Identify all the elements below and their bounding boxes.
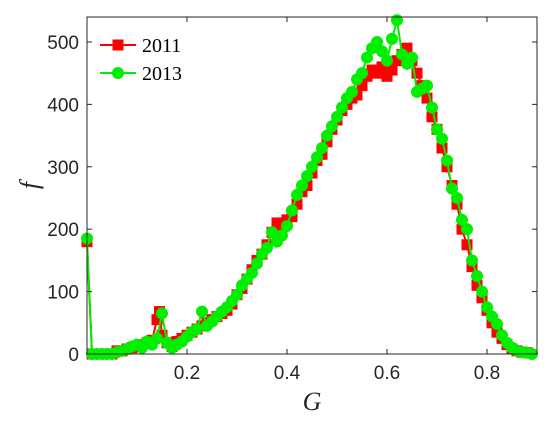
axes-frame	[86, 16, 538, 355]
data-point-2013	[281, 220, 293, 233]
data-point-2013	[156, 307, 168, 320]
x-tick-label: 0.4	[274, 363, 301, 384]
legend-label: 2011	[142, 35, 181, 57]
x-tick-label: 0.6	[374, 363, 400, 384]
data-point-2013	[446, 182, 458, 195]
y-axis-label: f	[15, 178, 44, 189]
data-point-2011	[381, 70, 393, 82]
data-point-2013	[406, 51, 418, 64]
data-point-2013	[481, 301, 493, 314]
data-point-2011	[271, 217, 283, 229]
y-tick-label: 0	[68, 345, 79, 366]
data-point-2013	[451, 191, 463, 204]
data-point-2013	[316, 142, 328, 155]
data-point-2013	[196, 305, 208, 318]
y-tick-label: 300	[47, 158, 79, 179]
data-point-2013	[386, 32, 398, 45]
data-point-2011	[151, 314, 163, 326]
data-point-2011	[461, 239, 473, 251]
data-point-2013	[326, 120, 338, 133]
data-point-2013	[306, 160, 318, 173]
data-point-2011	[451, 198, 463, 210]
data-point-2011	[386, 64, 398, 76]
data-point-2013	[261, 241, 273, 254]
x-tick-label: 0.2	[174, 363, 200, 384]
data-point-2011	[466, 261, 478, 273]
data-point-2011	[321, 136, 333, 148]
legend-marker-circle	[112, 67, 124, 79]
data-point-2013	[436, 132, 448, 145]
data-point-2011	[376, 61, 388, 73]
legend-entry-2011: 2011	[100, 35, 181, 57]
data-point-2013	[471, 269, 483, 282]
data-point-2013	[251, 257, 263, 270]
data-point-2013	[461, 223, 473, 236]
data-point-2011	[426, 111, 438, 123]
data-point-2013	[191, 323, 203, 336]
x-axis-label: G	[303, 387, 322, 416]
data-point-2011	[471, 279, 483, 291]
data-point-2013	[431, 123, 443, 136]
data-point-2013	[426, 101, 438, 114]
data-point-2013	[391, 14, 403, 27]
data-point-2011	[476, 292, 488, 304]
data-point-2013	[151, 332, 163, 345]
series-2013	[81, 14, 538, 360]
data-point-2013	[456, 213, 468, 226]
data-point-2013	[396, 48, 408, 61]
data-point-2013	[246, 266, 258, 279]
x-tick-label: 0.8	[474, 363, 500, 384]
data-point-2011	[411, 67, 423, 79]
data-point-2013	[476, 285, 488, 298]
data-point-2013	[376, 45, 388, 58]
data-point-2013	[231, 288, 243, 301]
y-tick-label: 200	[47, 220, 79, 241]
data-point-2013	[361, 51, 373, 64]
data-point-2013	[301, 170, 313, 183]
data-point-2013	[331, 110, 343, 123]
legend-entry-2013: 2013	[100, 63, 182, 85]
data-point-2013	[286, 204, 298, 217]
data-point-2013	[276, 229, 288, 242]
data-point-2013	[466, 254, 478, 267]
legend: 2011 2013	[100, 35, 182, 85]
data-point-2011	[286, 211, 298, 223]
data-point-2013	[291, 188, 303, 201]
data-point-2011	[371, 67, 383, 79]
data-point-2013	[336, 101, 348, 114]
data-point-2013	[421, 79, 433, 92]
data-point-2013	[321, 129, 333, 142]
data-point-2013	[346, 85, 358, 98]
data-point-2011	[401, 42, 413, 54]
data-point-2013	[371, 35, 383, 48]
data-point-2013	[441, 154, 453, 167]
data-point-2013	[311, 151, 323, 164]
data-point-2013	[381, 54, 393, 67]
data-point-2011	[436, 142, 448, 154]
data-point-2011	[391, 55, 403, 67]
legend-marker-square	[112, 39, 124, 51]
data-point-2011	[291, 198, 303, 210]
y-tick-label: 400	[47, 95, 79, 116]
data-point-2013	[266, 226, 278, 239]
y-tick-label: 500	[47, 33, 79, 54]
y-tick-label: 100	[47, 283, 79, 304]
data-point-2013	[356, 67, 368, 80]
axes-layer: 0.2 0.4 0.6 0.8 0 100 200 300 400 500	[47, 16, 538, 384]
data-point-2011	[441, 161, 453, 173]
data-point-2011	[421, 92, 433, 104]
data-point-2013	[296, 179, 308, 192]
legend-label: 2013	[142, 63, 182, 85]
data-point-2013	[491, 318, 503, 331]
data-point-2011	[356, 80, 368, 92]
